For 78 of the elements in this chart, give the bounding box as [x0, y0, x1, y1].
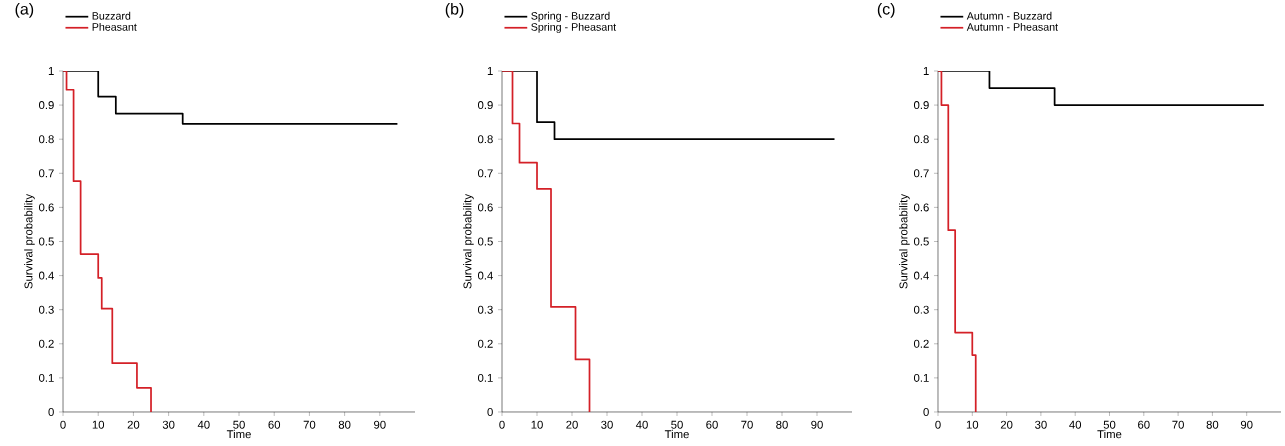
y-tick-label: 0.5: [38, 237, 54, 246]
x-axis-title: Time: [1097, 429, 1122, 439]
y-axis-title: Survival probability: [24, 193, 35, 289]
x-tick-label: 80: [338, 420, 351, 429]
y-tick-label: 1: [48, 67, 54, 75]
chart-title: (b): [445, 2, 464, 18]
x-tick-label: 40: [635, 420, 648, 429]
x-tick-label: 20: [566, 420, 578, 429]
legend-label: Autumn - Pheasant: [966, 22, 1058, 31]
x-tick-label: 0: [499, 420, 505, 429]
x-axis-title: Time: [664, 429, 689, 439]
legend-label: Spring - Pheasant: [531, 22, 617, 33]
y-tick-label: 0.5: [913, 237, 929, 246]
x-tick-label: 80: [776, 420, 788, 429]
y-tick-label: 0: [923, 407, 929, 416]
y-tick-label: 0.8: [913, 135, 929, 144]
x-tick-label: 30: [1035, 420, 1047, 429]
x-tick-label: 90: [1240, 420, 1253, 429]
x-tick-label: 30: [162, 420, 175, 429]
x-tick-label: 60: [1138, 420, 1150, 429]
y-tick-label: 0.9: [913, 101, 929, 110]
x-tick-label: 50: [233, 420, 245, 429]
x-tick-label: 90: [811, 420, 823, 429]
x-tick-label: 0: [60, 420, 66, 429]
y-tick-label: 0.4: [913, 271, 929, 280]
y-tick-label: 0.9: [477, 101, 493, 110]
chart-title: (a): [15, 2, 34, 18]
y-tick-label: 1: [487, 67, 493, 75]
x-tick-label: 10: [966, 420, 979, 429]
y-tick-label: 0.9: [38, 101, 54, 110]
y-tick-label: 0.8: [38, 135, 54, 144]
y-tick-label: 0.4: [38, 271, 54, 280]
x-tick-label: 70: [1172, 420, 1184, 429]
y-tick-label: 0.6: [913, 203, 929, 212]
x-tick-label: 80: [1206, 420, 1219, 429]
y-tick-label: 0.8: [477, 135, 493, 144]
y-tick-label: 0.3: [38, 305, 54, 314]
legend-label: Autumn - Buzzard: [966, 11, 1052, 20]
chart-title: (c): [877, 2, 895, 18]
x-tick-label: 30: [601, 420, 613, 429]
y-axis-title: Survival probability: [899, 193, 910, 289]
legend-label: Spring - Buzzard: [531, 11, 610, 22]
x-tick-label: 70: [741, 420, 753, 429]
y-tick-label: 0.2: [477, 339, 493, 348]
x-tick-label: 60: [706, 420, 718, 429]
y-tick-label: 1: [923, 67, 929, 75]
y-tick-label: 0.6: [477, 203, 493, 212]
x-tick-label: 20: [127, 420, 140, 429]
legend-label: Buzzard: [92, 11, 131, 20]
x-tick-label: 60: [268, 420, 281, 429]
y-tick-label: 0.3: [913, 305, 929, 314]
x-tick-label: 50: [671, 420, 683, 429]
x-tick-label: 70: [303, 420, 316, 429]
y-tick-label: 0.2: [913, 339, 929, 348]
y-tick-label: 0.1: [38, 373, 54, 382]
y-tick-label: 0.7: [913, 169, 929, 178]
x-tick-label: 40: [197, 420, 210, 429]
x-tick-label: 10: [531, 420, 543, 429]
y-tick-label: 0.2: [38, 339, 54, 348]
x-tick-label: 90: [374, 420, 386, 429]
x-tick-label: 0: [935, 420, 941, 429]
x-tick-label: 10: [92, 420, 105, 429]
y-tick-label: 0.7: [38, 169, 54, 178]
y-tick-label: 0.1: [913, 373, 929, 382]
x-tick-label: 50: [1103, 420, 1116, 429]
x-tick-label: 20: [1000, 420, 1013, 429]
y-tick-label: 0.6: [38, 203, 54, 212]
y-tick-label: 0.7: [477, 169, 493, 178]
y-tick-label: 0: [48, 407, 54, 416]
x-tick-label: 40: [1069, 420, 1082, 429]
y-tick-label: 0.1: [477, 373, 493, 382]
y-tick-label: 0.3: [477, 305, 493, 314]
y-tick-label: 0: [487, 407, 493, 416]
x-axis-title: Time: [226, 429, 251, 439]
legend-label: Pheasant: [92, 22, 137, 31]
y-tick-label: 0.4: [477, 271, 493, 280]
y-tick-label: 0.5: [477, 237, 493, 246]
y-axis-title: Survival probability: [463, 193, 474, 289]
